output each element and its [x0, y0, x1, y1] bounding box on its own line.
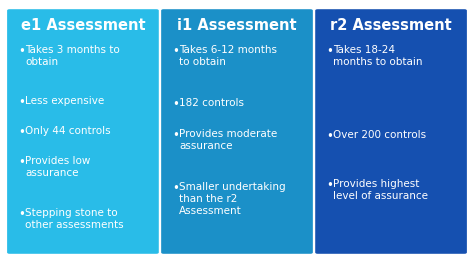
- Text: Takes 3 months to
obtain: Takes 3 months to obtain: [25, 45, 120, 67]
- Text: Takes 6-12 months
to obtain: Takes 6-12 months to obtain: [179, 45, 277, 67]
- FancyBboxPatch shape: [161, 9, 313, 254]
- Text: Less expensive: Less expensive: [25, 97, 104, 107]
- Text: •: •: [18, 156, 25, 169]
- Text: Only 44 controls: Only 44 controls: [25, 126, 111, 136]
- Text: Smaller undertaking
than the r2
Assessment: Smaller undertaking than the r2 Assessme…: [179, 182, 286, 216]
- Text: •: •: [326, 45, 333, 58]
- Text: •: •: [18, 126, 25, 139]
- Text: •: •: [172, 182, 179, 195]
- Text: •: •: [172, 45, 179, 58]
- Text: Stepping stone to
other assessments: Stepping stone to other assessments: [25, 208, 124, 230]
- Text: 182 controls: 182 controls: [179, 98, 244, 108]
- Text: •: •: [18, 208, 25, 221]
- Text: •: •: [172, 98, 179, 111]
- Text: Provides moderate
assurance: Provides moderate assurance: [179, 129, 277, 151]
- Text: Provides low
assurance: Provides low assurance: [25, 156, 91, 178]
- FancyBboxPatch shape: [7, 9, 159, 254]
- Text: •: •: [326, 179, 333, 191]
- Text: Over 200 controls: Over 200 controls: [333, 130, 426, 140]
- Text: •: •: [326, 130, 333, 143]
- Text: •: •: [18, 97, 25, 109]
- Text: Takes 18-24
months to obtain: Takes 18-24 months to obtain: [333, 45, 423, 67]
- Text: Provides highest
level of assurance: Provides highest level of assurance: [333, 179, 428, 200]
- FancyBboxPatch shape: [315, 9, 467, 254]
- Text: •: •: [172, 129, 179, 142]
- Text: e1 Assessment: e1 Assessment: [21, 18, 145, 33]
- Text: r2 Assessment: r2 Assessment: [330, 18, 452, 33]
- Text: •: •: [18, 45, 25, 58]
- Text: i1 Assessment: i1 Assessment: [177, 18, 297, 33]
